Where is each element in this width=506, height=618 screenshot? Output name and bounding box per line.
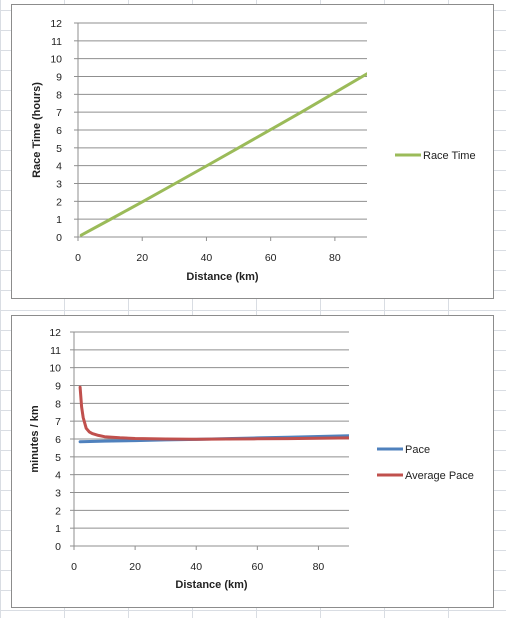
y-tick-label: 12 [50,18,62,30]
y-tick-label: 12 [49,327,61,339]
x-tick-label: 40 [190,561,202,573]
x-tick-label: 60 [265,252,277,264]
x-tick-label: 20 [136,252,148,264]
x-tick-label: 80 [329,252,341,264]
y-tick-label: 0 [55,541,61,553]
y-tick-label: 6 [56,125,62,137]
legend-label-average-pace: Average Pace [405,470,474,482]
y-axis-title: Race Time (hours) [31,82,43,178]
y-tick-label: 8 [56,89,62,101]
x-tick-label: 80 [313,561,325,573]
y-tick-label: 10 [49,363,61,375]
x-tick-label: 20 [129,561,141,573]
y-tick-label: 9 [55,381,61,393]
x-tick-label: 0 [71,561,77,573]
x-tick-label: 40 [201,252,213,264]
y-tick-label: 2 [56,196,62,208]
legend-label-pace: Pace [405,444,430,456]
series-line-average-pace [78,385,349,441]
y-tick-label: 11 [51,36,62,48]
y-tick-label: 10 [50,54,62,66]
y-tick-label: 5 [56,143,62,155]
x-tick-label: 60 [251,561,263,573]
y-tick-label: 8 [55,398,61,410]
y-tick-label: 1 [55,523,61,535]
x-axis-title: Distance (km) [186,271,258,283]
series-line-race-time [79,72,367,237]
y-tick-label: 3 [56,179,62,191]
y-tick-label: 4 [55,470,61,482]
y-tick-label: 3 [55,488,61,500]
y-tick-label: 7 [56,107,62,119]
y-tick-label: 6 [55,434,61,446]
race-time-chart[interactable]: 0 1 2 3 4 5 6 7 8 9 10 11 12 0 20 40 60 80 Distance (km) Ra… [11,4,494,299]
legend-label-race-time: Race Time [423,150,476,162]
y-tick-label: 11 [50,345,61,357]
y-tick-label: 7 [55,416,61,428]
pace-chart[interactable]: 0 1 2 3 4 5 6 7 8 9 10 11 12 0 20 40 60 80 Distance (km) mi… [11,315,494,608]
y-axis-title: minutes / km [29,405,41,472]
y-tick-label: 4 [56,161,62,173]
x-axis-title: Distance (km) [175,579,247,591]
y-tick-label: 9 [56,72,62,84]
y-tick-label: 2 [55,505,61,517]
x-tick-label: 0 [75,252,81,264]
y-tick-label: 1 [56,214,62,226]
y-tick-label: 5 [55,452,61,464]
y-tick-label: 0 [56,232,62,244]
